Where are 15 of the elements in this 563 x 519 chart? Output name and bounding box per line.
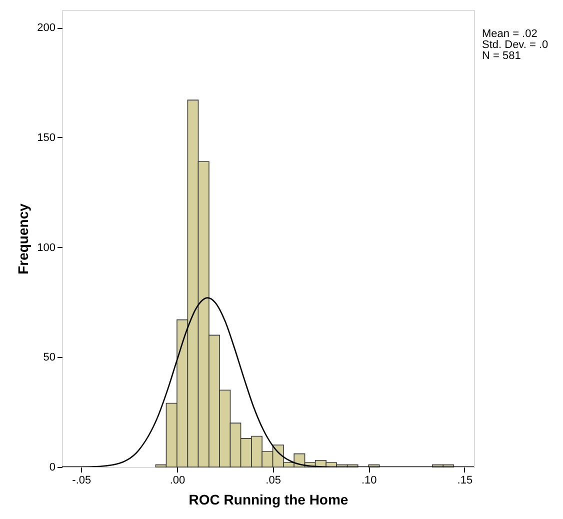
y-tick-label: 0	[49, 462, 56, 474]
text: Mean = .02	[482, 28, 538, 40]
x-tick-label: .15	[457, 474, 473, 486]
y-tick-label: 100	[37, 242, 56, 254]
y-tick-label: 150	[37, 132, 56, 144]
y-tick-label: 50	[43, 352, 56, 364]
text: Std. Dev. = .0	[482, 39, 548, 51]
x-tick-label: .05	[266, 474, 281, 486]
y-axis-title: Frequency	[15, 203, 32, 274]
x-tick-label: -.05	[72, 474, 92, 486]
x-tick-label: .10	[361, 474, 377, 486]
x-axis-title: ROC Running the Home	[188, 492, 348, 508]
y-tick-label: 200	[37, 22, 56, 34]
text: N = 581	[482, 50, 521, 62]
x-tick-label: .00	[170, 474, 186, 486]
